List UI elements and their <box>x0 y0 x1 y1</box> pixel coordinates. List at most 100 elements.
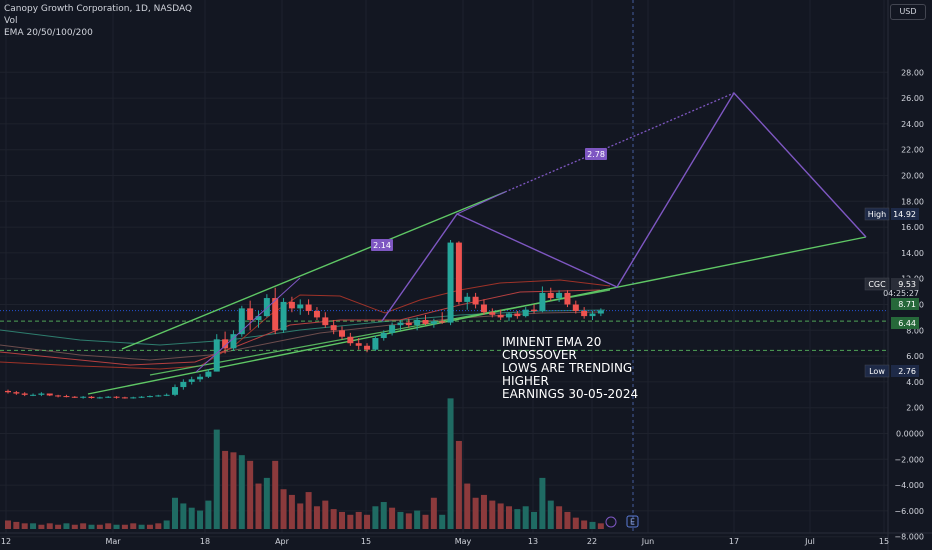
currency-button[interactable]: USD <box>890 4 926 20</box>
volume-bar <box>230 452 237 529</box>
ema-200-line <box>0 309 606 346</box>
volume-bar <box>380 502 387 529</box>
volume-bar <box>30 523 37 529</box>
candle-body <box>506 313 512 318</box>
y-tick-label: 20.00 <box>901 172 924 181</box>
x-tick-label: 15 <box>879 537 889 546</box>
candle-body <box>21 393 28 395</box>
volume-bar <box>497 503 504 529</box>
candle-body <box>63 396 70 398</box>
volume-bar <box>163 520 170 529</box>
measure-label: 2.78 <box>587 150 605 159</box>
volume-bar <box>455 440 462 529</box>
volume-bar <box>597 523 604 529</box>
candle-body <box>80 396 87 398</box>
candle-body <box>556 292 563 299</box>
candle-body <box>155 395 162 397</box>
y-tick-label: −6.000 <box>894 507 924 516</box>
candle-body <box>280 301 287 331</box>
candle-body <box>522 309 529 317</box>
candle-body <box>163 394 170 396</box>
volume-bar <box>255 483 262 529</box>
y-tick-label: 6.00 <box>906 352 924 361</box>
candle-body <box>205 371 212 377</box>
volume-bar <box>372 506 379 529</box>
volume-bar <box>105 523 112 529</box>
x-tick-label: Jun <box>641 537 655 546</box>
x-tick-label: 22 <box>587 537 597 546</box>
volume-bar <box>263 477 270 529</box>
volume-bar <box>247 460 254 529</box>
candle-body <box>197 376 204 380</box>
annotation-line: EARNINGS 30-05-2024 <box>502 387 639 401</box>
volume-bar <box>46 523 53 529</box>
candle-body <box>597 310 604 314</box>
y-tick-label: −4.000 <box>894 481 924 490</box>
volume-bar <box>155 523 162 529</box>
volume-bar <box>506 506 512 529</box>
measure-label: 2.14 <box>373 241 391 250</box>
candle-body <box>464 296 471 302</box>
candle-body <box>46 393 53 396</box>
volume-bar <box>313 506 320 529</box>
earnings-marker-box <box>626 515 639 528</box>
candle-body <box>547 292 554 299</box>
price-axis[interactable]: 28.00 26.00 24.00 22.00 20.00 18.00 16.00 14.00… <box>864 0 924 550</box>
x-tick-label: Apr <box>275 537 290 546</box>
price-tag: 14.92 <box>893 210 916 219</box>
candle-body <box>71 396 78 398</box>
volume-bar <box>88 524 95 529</box>
y-tick-label: 24.00 <box>901 120 924 129</box>
time-axis[interactable]: 12 Mar 18 Apr 15 May 13 22 Jun 17 Jul 15 <box>0 532 932 546</box>
volume-bar <box>38 524 45 529</box>
candle-body <box>30 394 37 396</box>
volume-bar <box>422 514 429 529</box>
candle-body <box>472 296 479 305</box>
y-tick-label: 0.0000 <box>896 430 924 439</box>
projection-dotted-line <box>504 92 735 193</box>
candle-body <box>531 309 538 311</box>
ema-50-line <box>0 289 601 366</box>
vol-legend: Vol <box>4 16 18 26</box>
pattern-overlay: 2.14 2.78 E <box>195 91 867 528</box>
volume-bar <box>13 521 20 529</box>
volume-bar <box>405 513 412 529</box>
price-tag-label: High <box>868 210 886 219</box>
volume-bar <box>172 497 178 529</box>
volume-bar <box>556 506 563 529</box>
candle-body <box>146 396 153 398</box>
volume-bar <box>55 524 62 529</box>
volume-bar <box>280 489 287 529</box>
price-tag-bg <box>891 278 919 290</box>
candle-body <box>5 390 11 393</box>
grid-lines <box>0 0 888 538</box>
candle-body <box>130 397 137 399</box>
price-tag-label: Low <box>869 367 885 376</box>
candle-body <box>121 397 128 399</box>
volume-bars <box>5 398 604 529</box>
volume-bar <box>130 523 137 529</box>
x-tick-label: 17 <box>729 537 739 546</box>
volume-bar <box>472 497 479 529</box>
price-tag-label-bg <box>864 277 890 291</box>
candle-body <box>255 316 262 320</box>
price-tag-bg <box>891 317 919 329</box>
y-tick-label: 18.00 <box>901 197 924 206</box>
candle-body <box>288 301 295 309</box>
candle-body <box>447 242 454 323</box>
candle-body <box>105 396 112 398</box>
candle-body <box>55 395 62 397</box>
volume-bar <box>222 450 229 529</box>
support-trendline <box>149 289 611 376</box>
price-tag: 2.76 <box>898 367 916 376</box>
candle-body <box>305 304 312 311</box>
candle-body <box>272 298 279 331</box>
y-tick-label: −8.000 <box>894 533 924 542</box>
annotation-line: LOWS ARE TRENDING <box>502 361 633 375</box>
volume-bar <box>138 524 145 529</box>
volume-bar <box>447 398 454 529</box>
candle-body <box>322 317 329 326</box>
candle-body <box>564 292 571 305</box>
candle-body <box>313 310 320 318</box>
